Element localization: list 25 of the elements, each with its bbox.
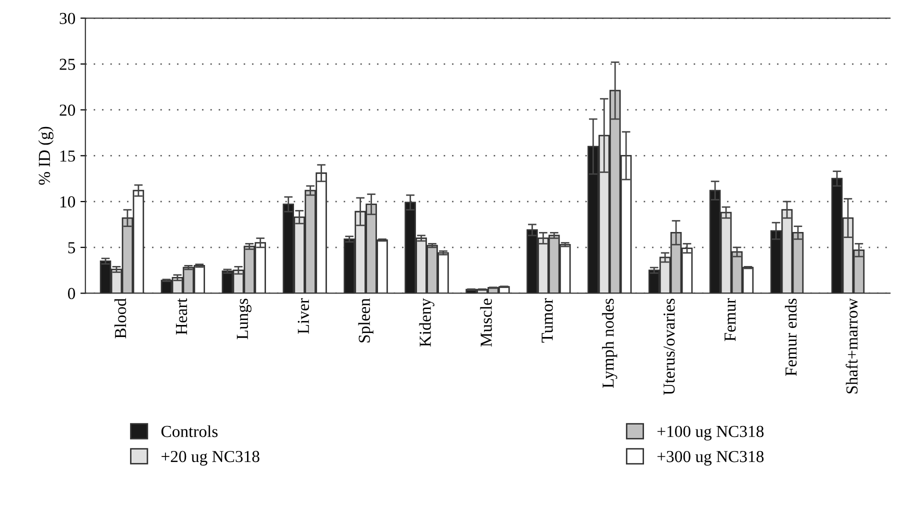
x-tick-label: Heart xyxy=(176,298,188,335)
y-tick-label: 0 xyxy=(68,288,76,300)
y-tick-label: 30 xyxy=(60,12,76,24)
y-tick-label: 15 xyxy=(60,150,76,162)
x-tick-label: Femur xyxy=(724,298,736,342)
x-tick-label: Lymph nodes xyxy=(602,298,618,388)
x-tick-label: Tumor xyxy=(542,298,553,343)
x-tick-label: Femur ends xyxy=(784,298,797,376)
legend-label: +20 ug NC318 xyxy=(162,450,260,466)
x-tick-label: Shaft+marrow xyxy=(846,298,858,394)
y-axis-title: % ID (g) xyxy=(38,126,54,185)
y-tick-label: 5 xyxy=(68,242,76,254)
x-tick-label: Lungs xyxy=(236,298,252,340)
y-tick-label: 10 xyxy=(60,196,76,208)
y-tick-label: 20 xyxy=(60,104,76,116)
x-tick-label: Kideny xyxy=(419,298,434,347)
x-tick-label: Liver xyxy=(298,298,310,334)
y-tick-label: 25 xyxy=(60,58,76,70)
x-tick-label: Blood xyxy=(114,298,126,338)
legend-label: +100 ug NC318 xyxy=(657,426,764,441)
x-tick-label: Spleen xyxy=(358,298,374,342)
x-tick-label: Uterus/ovaries xyxy=(664,298,675,395)
legend-label: +300 ug NC318 xyxy=(657,450,764,466)
legend-label: Controls xyxy=(161,425,218,438)
x-tick-label: Muscle xyxy=(480,298,492,347)
